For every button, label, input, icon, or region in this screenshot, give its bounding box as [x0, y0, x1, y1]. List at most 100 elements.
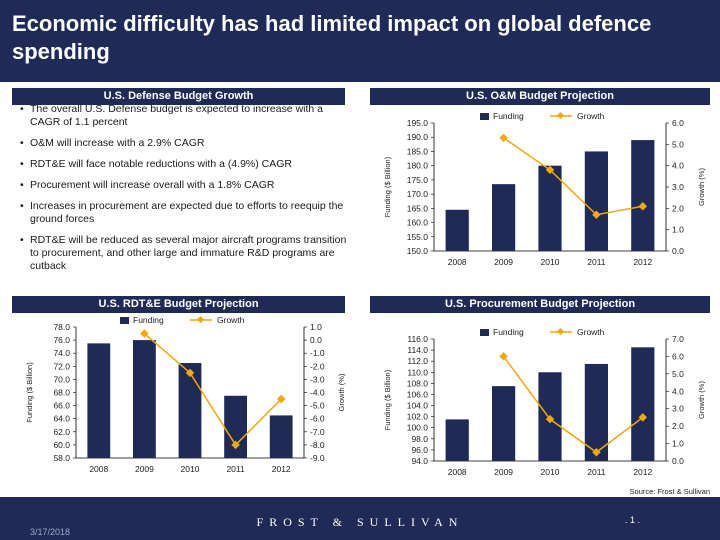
- x-tick-label: 2012: [633, 467, 652, 477]
- legend-label-funding: Funding: [493, 111, 524, 121]
- y-tick-label: 106.0: [407, 389, 429, 399]
- bar: [538, 165, 562, 251]
- y2-axis-title: Growth (%): [337, 373, 346, 411]
- y-tick-label: 110.0: [407, 367, 428, 377]
- x-tick-label: 2010: [541, 467, 560, 477]
- bar: [631, 140, 655, 251]
- source-note: Source: Frost & Sullivan: [629, 487, 710, 496]
- bar: [492, 184, 516, 251]
- y2-tick-label: 0.0: [672, 246, 684, 256]
- y2-tick-label: -2.0: [310, 361, 325, 371]
- legend-label-funding: Funding: [133, 315, 164, 325]
- legend-marker-growth: [196, 315, 205, 324]
- y2-tick-label: 1.0: [672, 225, 684, 235]
- bar: [584, 363, 608, 461]
- y-tick-label: 185.0: [407, 146, 429, 156]
- growth-line: [502, 355, 644, 454]
- y2-tick-label: -4.0: [310, 388, 325, 398]
- growth-point: [592, 448, 601, 457]
- y2-tick-label: -6.0: [310, 414, 325, 424]
- legend-swatch-funding: [480, 113, 489, 120]
- x-tick-label: 2011: [226, 464, 245, 474]
- legend-label-growth: Growth: [577, 111, 605, 121]
- procurement-chart: 94.0 96.0 98.0 100.0 102.0 104.0 106.0 108.0 110…: [378, 323, 710, 485]
- growth-point: [140, 329, 149, 338]
- y2-tick-label: 3.0: [672, 404, 684, 414]
- y2-tick-label: 2.0: [672, 421, 684, 431]
- growth-point: [592, 210, 601, 219]
- growth-point: [231, 440, 240, 450]
- om-chart-svg: 150.0 155.0 160.0 165.0 170.0 175.0 180.0 185.0…: [383, 111, 706, 267]
- bullet-item: Increases in procurement are expected du…: [20, 200, 350, 226]
- growth-point: [276, 394, 286, 404]
- y2-tick-label: -7.0: [310, 427, 325, 437]
- bar: [631, 347, 655, 461]
- header-rdte: U.S. RDT&E Budget Projection: [12, 296, 345, 313]
- y-tick-label: 102.0: [407, 412, 429, 422]
- legend-label-growth: Growth: [577, 327, 605, 337]
- growth-line: [503, 137, 643, 216]
- y2-axis-title: Growth (%): [697, 381, 706, 419]
- y-tick-label: 68.0: [53, 388, 70, 398]
- y2-tick-label: 1.0: [310, 322, 322, 332]
- bar: [445, 419, 469, 461]
- y-tick-label: 64.0: [53, 414, 70, 424]
- legend-swatch-funding: [480, 329, 489, 336]
- y-tick-label: 112.0: [407, 356, 428, 366]
- bullet-item: RDT&E will be reduced as several major a…: [20, 234, 350, 273]
- header-om: U.S. O&M Budget Projection: [370, 88, 710, 105]
- y2-tick-label: -9.0: [310, 453, 325, 463]
- y-tick-label: 100.0: [407, 423, 429, 433]
- legend-marker-growth: [556, 111, 565, 120]
- y-tick-label: 108.0: [407, 378, 429, 388]
- om-chart: 150.0 155.0 160.0 165.0 170.0 175.0 180.0 185.0…: [378, 107, 710, 279]
- y-tick-label: 74.0: [53, 348, 70, 358]
- brand-logo: FROST & SULLIVAN: [256, 515, 464, 529]
- y-tick-label: 180.0: [407, 161, 429, 171]
- y-tick-label: 70.0: [53, 374, 70, 384]
- x-tick-label: 2010: [181, 464, 200, 474]
- y2-tick-label: 1.0: [672, 439, 684, 449]
- bullet-item: RDT&E will face notable reductions with …: [20, 158, 350, 171]
- growth-line: [143, 332, 282, 447]
- y-axis-title: Funding ($ Billion): [383, 369, 392, 430]
- y-tick-label: 165.0: [407, 203, 429, 213]
- bar: [178, 363, 202, 458]
- y2-tick-label: 6.0: [672, 351, 684, 361]
- legend-label-funding: Funding: [493, 327, 524, 337]
- legend-swatch-funding: [120, 317, 129, 324]
- footer-date: 3/17/2018: [30, 527, 71, 537]
- legend-marker-growth: [556, 327, 565, 336]
- y-tick-label: 60.0: [53, 440, 70, 450]
- y-tick-label: 78.0: [53, 322, 70, 332]
- bar: [87, 343, 111, 458]
- y-tick-label: 62.0: [53, 427, 70, 437]
- y-tick-label: 190.0: [407, 132, 429, 142]
- y2-axis-title: Growth (%): [697, 168, 706, 206]
- bar: [133, 340, 156, 458]
- x-tick-label: 2012: [633, 257, 652, 267]
- y-tick-label: 175.0: [407, 175, 429, 185]
- x-tick-label: 2010: [541, 257, 560, 267]
- bullet-list: The overall U.S. Defense budget is expec…: [20, 103, 350, 281]
- y-axis-title: Funding ($ Billion): [383, 156, 392, 217]
- y-tick-label: 58.0: [53, 453, 70, 463]
- y-tick-label: 116.0: [407, 334, 428, 344]
- x-tick-label: 2008: [448, 257, 467, 267]
- y2-tick-label: 5.0: [672, 369, 684, 379]
- x-tick-label: 2009: [494, 257, 513, 267]
- y2-tick-label: -1.0: [310, 348, 325, 358]
- y-tick-label: 76.0: [53, 335, 70, 345]
- y2-tick-label: 7.0: [672, 334, 684, 344]
- bar: [445, 209, 469, 251]
- bar: [269, 415, 293, 458]
- footer-bar: 3/17/2018 FROST & SULLIVAN . 1 .: [0, 497, 720, 540]
- y-tick-label: 150.0: [407, 246, 429, 256]
- legend-label-growth: Growth: [217, 315, 245, 325]
- y2-tick-label: 2.0: [672, 203, 684, 213]
- title-bar: Economic difficulty has had limited impa…: [0, 0, 720, 82]
- y2-tick-label: 5.0: [672, 139, 684, 149]
- y2-tick-label: 0.0: [310, 335, 322, 345]
- bullet-item: The overall U.S. Defense budget is expec…: [20, 103, 350, 129]
